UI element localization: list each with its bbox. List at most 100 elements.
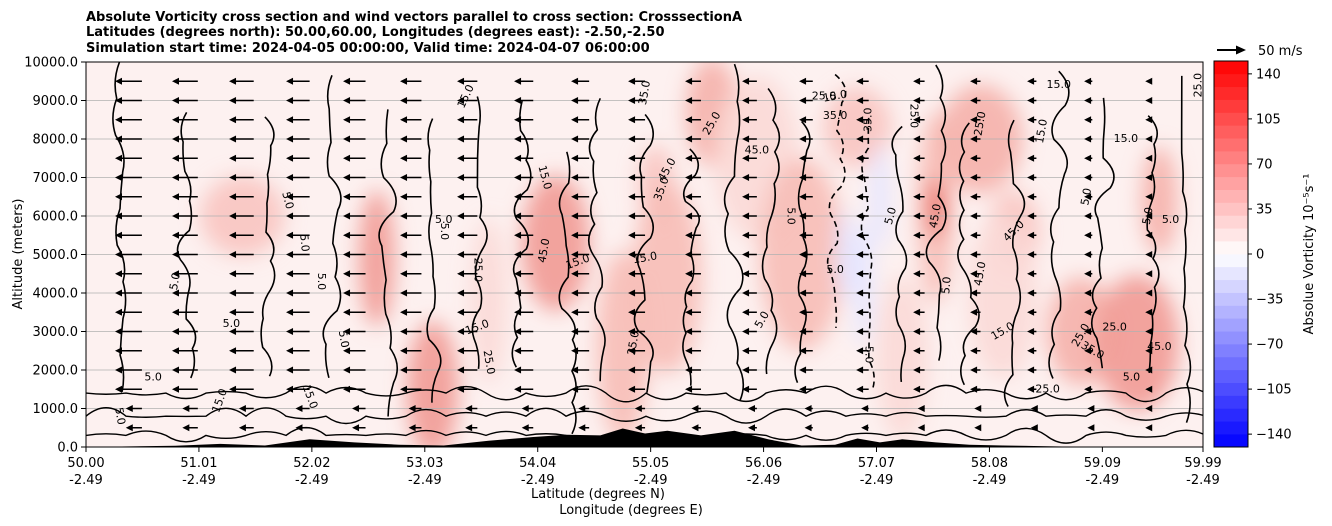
colorbar-tick-label: −105: [1256, 383, 1292, 398]
wind-vector-head: [571, 251, 579, 258]
contour-lines: [86, 62, 1203, 444]
wind-vector-head: [115, 116, 123, 124]
wind-vector-head: [115, 231, 123, 239]
wind-vector-head: [69, 424, 76, 431]
wind-vector-head: [856, 116, 864, 124]
wind-vector-head: [861, 424, 869, 432]
wind-vector-head: [172, 270, 180, 278]
wind-vector-head: [856, 97, 864, 104]
wind-vector-head: [685, 251, 693, 258]
wind-vector-head: [685, 231, 693, 239]
wind-vector-head: [408, 405, 416, 412]
colorbar-band: [1214, 99, 1248, 113]
wind-vector-head: [229, 308, 237, 316]
colorbar-band: [1214, 228, 1248, 242]
y-axis-label: Altitude (meters): [11, 199, 26, 310]
wind-vector-head: [514, 97, 522, 104]
x-tick-label-lat: 57.07: [858, 456, 895, 471]
wind-vector-head: [1027, 385, 1035, 393]
wind-vector-head: [58, 270, 65, 277]
x-tick-label-lon: -2.49: [295, 473, 329, 488]
wind-vector-head: [343, 366, 351, 374]
wind-vector-head: [1145, 366, 1153, 374]
wind-vector-head: [521, 405, 529, 412]
wind-vector-head: [457, 174, 465, 181]
contour-label: 5.0: [336, 329, 352, 348]
wind-vector-head: [742, 385, 750, 393]
vorticity-region: [358, 190, 395, 327]
colorbar-band: [1214, 434, 1248, 448]
colorbar: 140 105 70 35 0 −35 −70 −105 −140 Absolue Vortic…: [1213, 60, 1317, 448]
colorbar-band: [1214, 254, 1248, 268]
x-tick-label-lon: -2.49: [1186, 473, 1220, 488]
wind-vector-head: [1084, 251, 1092, 258]
wind-vector-head: [115, 347, 123, 355]
contour-label: 5.0: [112, 406, 128, 425]
wind-vector-head: [571, 135, 579, 143]
wind-vector-head: [457, 328, 465, 335]
wind-vector-head: [115, 154, 123, 162]
wind-vector-head: [172, 212, 180, 220]
wind-vector-head: [125, 424, 133, 432]
wind-vector-head: [229, 193, 237, 201]
wind-vector-head: [172, 308, 180, 316]
wind-vector-head: [742, 193, 750, 201]
wind-vectors: [58, 77, 1153, 432]
contour-line: [86, 384, 1203, 403]
wind-vector-head: [115, 97, 123, 104]
x-tick-label-lat: 56.06: [745, 456, 782, 471]
wind-vector-head: [742, 270, 750, 278]
wind-vector-head: [457, 116, 465, 124]
y-tick-label: 7000.0: [33, 171, 79, 186]
wind-vector-head: [1027, 116, 1035, 124]
wind-vector-head: [628, 289, 636, 297]
wind-vector-head: [628, 212, 636, 220]
wind-vector-head: [685, 135, 693, 143]
wind-vector-head: [742, 347, 750, 355]
wind-vector-head: [685, 289, 693, 297]
wind-vector-head: [457, 154, 465, 162]
wind-vector-head: [521, 424, 529, 432]
contour-label: 5.0: [863, 346, 876, 364]
wind-vector-head: [856, 385, 864, 393]
wind-vector-head: [1027, 251, 1035, 258]
wind-vector-head: [286, 385, 294, 393]
wind-vector-head: [400, 116, 408, 124]
wind-vector-head: [172, 97, 180, 104]
wind-vector-head: [457, 77, 465, 85]
wind-vector-head: [1084, 174, 1092, 181]
wind-vector-head: [400, 231, 408, 239]
contour-label: 15.0: [1033, 118, 1050, 144]
wind-vector-head: [913, 328, 921, 335]
wind-vector-head: [913, 212, 921, 220]
colorbar-tick-label: −35: [1256, 293, 1283, 308]
wind-vector-head: [457, 251, 465, 258]
wind-vector-head: [628, 251, 636, 258]
wind-vector-head: [1027, 77, 1035, 85]
wind-vector-head: [861, 405, 869, 412]
vorticity-region: [521, 174, 590, 311]
x-tick-label-lon: -2.49: [408, 473, 442, 488]
x-axis-label-lat: Latitude (degrees N): [531, 487, 665, 502]
wind-vector-head: [115, 251, 123, 258]
colorbar-ticks: 140 105 70 35 0 −35 −70 −105 −140: [1248, 67, 1292, 443]
vorticity-region: [1095, 275, 1180, 412]
wind-vector-head: [913, 270, 921, 278]
wind-vector-head: [799, 193, 807, 201]
wind-vector-head: [1084, 193, 1092, 201]
wind-vector-head: [1087, 424, 1095, 432]
wind-vector-head: [1027, 270, 1035, 278]
wind-vector-head: [571, 289, 579, 297]
contour-label: 5.0: [939, 276, 953, 295]
wind-vector-head: [115, 328, 123, 335]
contour-line: [587, 97, 606, 382]
colorbar-tick-label: 105: [1256, 112, 1281, 127]
wind-vector-head: [286, 289, 294, 297]
wind-vector-head: [1084, 270, 1092, 278]
contour-line: [378, 109, 399, 417]
colorbar-band: [1214, 305, 1248, 319]
wind-vector-head: [514, 193, 522, 201]
wind-vector-head: [742, 231, 750, 239]
wind-vector-head: [799, 116, 807, 124]
wind-vector-head: [1084, 385, 1092, 393]
